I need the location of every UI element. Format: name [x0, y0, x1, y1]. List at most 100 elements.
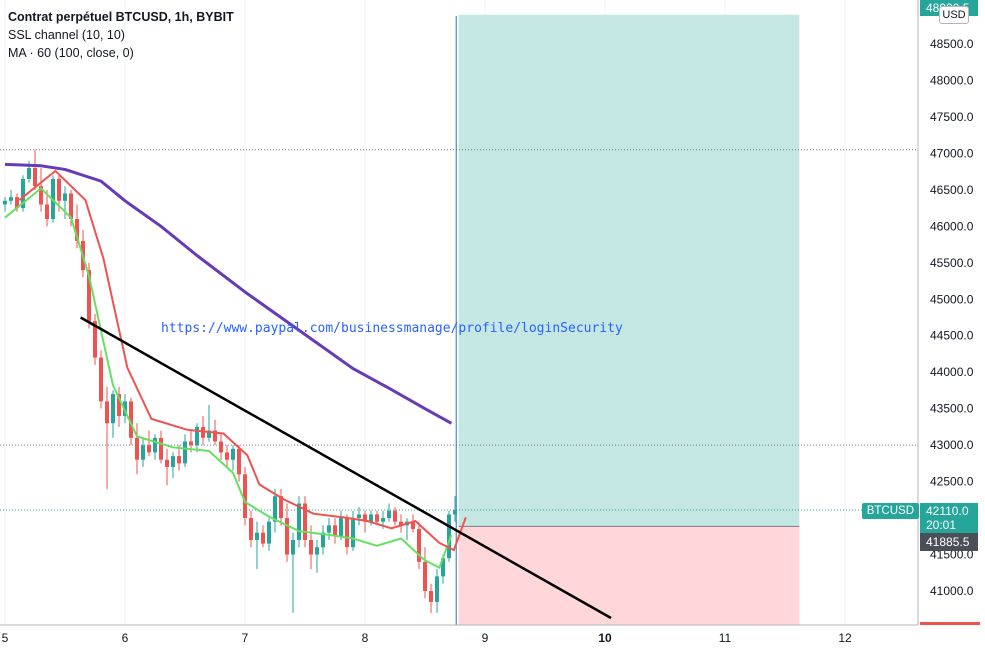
candle-body	[219, 441, 223, 453]
y-tick-label: 42500.0	[930, 475, 974, 489]
y-tick-label: 48500.0	[930, 37, 974, 51]
profit-zone	[458, 14, 800, 527]
y-tick-label: 46500.0	[930, 183, 974, 197]
candle-body	[297, 503, 301, 540]
entry-price-label: 41885.5	[920, 533, 978, 551]
y-tick-label: 45500.0	[930, 256, 974, 270]
x-tick-label: 7	[242, 631, 249, 645]
candle-body	[357, 514, 361, 519]
candle-body	[315, 547, 319, 555]
symbol-price-tag: BTCUSD	[861, 503, 919, 519]
candle-body	[111, 394, 115, 424]
candle-body	[99, 357, 103, 402]
candle-body	[237, 448, 241, 475]
candle-body	[255, 532, 259, 540]
candle-body	[321, 532, 325, 548]
currency-unit-badge[interactable]: USD	[939, 6, 969, 24]
candle-body	[177, 456, 181, 464]
ssl-down-line	[18, 169, 467, 552]
current-price: 42110.0	[926, 504, 969, 518]
current-price-box: 42110.0 20:01	[920, 503, 978, 533]
candle-body	[387, 510, 391, 519]
candle-body	[207, 430, 211, 438]
candle-body	[9, 197, 13, 201]
candle-body	[441, 558, 445, 577]
candle-body	[369, 514, 373, 522]
ssl-up-line	[4, 187, 453, 570]
chart-legend: Contrat perpétuel BTCUSD, 1h, BYBIT SSL …	[8, 8, 234, 62]
candle-body	[327, 525, 331, 533]
candle-body	[333, 525, 337, 537]
candle-body	[105, 401, 109, 424]
candle-body	[423, 561, 427, 591]
y-tick-label: 45000.0	[930, 292, 974, 306]
bar-countdown: 20:01	[926, 518, 957, 532]
y-tick-label: 41000.0	[930, 584, 974, 598]
candle-body	[279, 496, 283, 519]
y-tick-label: 41500.0	[930, 548, 974, 562]
candle-body	[57, 178, 61, 201]
y-tick-label: 44000.0	[930, 365, 974, 379]
candle-body	[129, 401, 133, 438]
candle-body	[153, 437, 157, 453]
candle-body	[3, 200, 7, 205]
ssl-indicator-label[interactable]: SSL channel (10, 10)	[8, 28, 125, 42]
candle-body	[171, 456, 175, 468]
trendline	[79, 316, 612, 620]
ma-indicator-label[interactable]: MA · 60 (100, close, 0)	[8, 46, 134, 60]
candle-body	[27, 167, 31, 179]
candle-body	[429, 591, 433, 602]
y-tick-label: 47500.0	[930, 110, 974, 124]
x-tick-label: 12	[838, 631, 852, 645]
candle-body	[183, 441, 187, 464]
candle-body	[351, 518, 355, 548]
time-axis-area	[0, 625, 985, 652]
candle-body	[261, 532, 265, 544]
candle-body	[159, 437, 163, 460]
chart-title: Contrat perpétuel BTCUSD, 1h, BYBIT	[8, 10, 234, 24]
candle-body	[147, 445, 151, 453]
candle-body	[309, 539, 313, 555]
candle-body	[417, 529, 421, 562]
x-tick-label: 5	[2, 631, 9, 645]
candle-body	[345, 518, 349, 548]
candle-body	[87, 270, 91, 322]
candle-body	[135, 437, 139, 460]
candle-body	[213, 430, 217, 442]
candle-body	[165, 459, 169, 468]
loss-axis-marker	[920, 622, 980, 625]
loss-zone	[458, 526, 800, 625]
url-annotation[interactable]: https://www.paypal.com/businessmanage/pr…	[161, 321, 623, 336]
candle-body	[273, 496, 277, 522]
candle-body	[63, 193, 67, 201]
candle-body	[411, 521, 415, 530]
candle-body	[39, 186, 43, 205]
candle-body	[285, 518, 289, 555]
candle-body	[33, 167, 37, 187]
y-tick-label: 46000.0	[930, 219, 974, 233]
x-tick-label: 9	[482, 631, 489, 645]
candle-body	[393, 510, 397, 522]
candle-body	[225, 452, 229, 460]
x-tick-label: 8	[362, 631, 369, 645]
candle-body	[375, 514, 379, 522]
candle-body	[45, 204, 49, 220]
candle-body	[141, 445, 145, 460]
y-tick-label: 44500.0	[930, 329, 974, 343]
candle-body	[381, 518, 385, 522]
candle-body	[363, 514, 367, 522]
candle-body	[243, 474, 247, 519]
x-tick-label: 10	[598, 631, 612, 645]
candle-body	[93, 321, 97, 358]
candle-body	[447, 514, 451, 559]
y-tick-label: 43500.0	[930, 402, 974, 416]
candle-body	[69, 193, 73, 220]
candle-body	[21, 178, 25, 209]
candle-body	[267, 521, 271, 544]
candle-body	[435, 576, 439, 602]
candle-body	[231, 448, 235, 460]
candle-body	[75, 219, 79, 241]
candle-body	[399, 521, 403, 526]
candle-body	[15, 197, 19, 209]
